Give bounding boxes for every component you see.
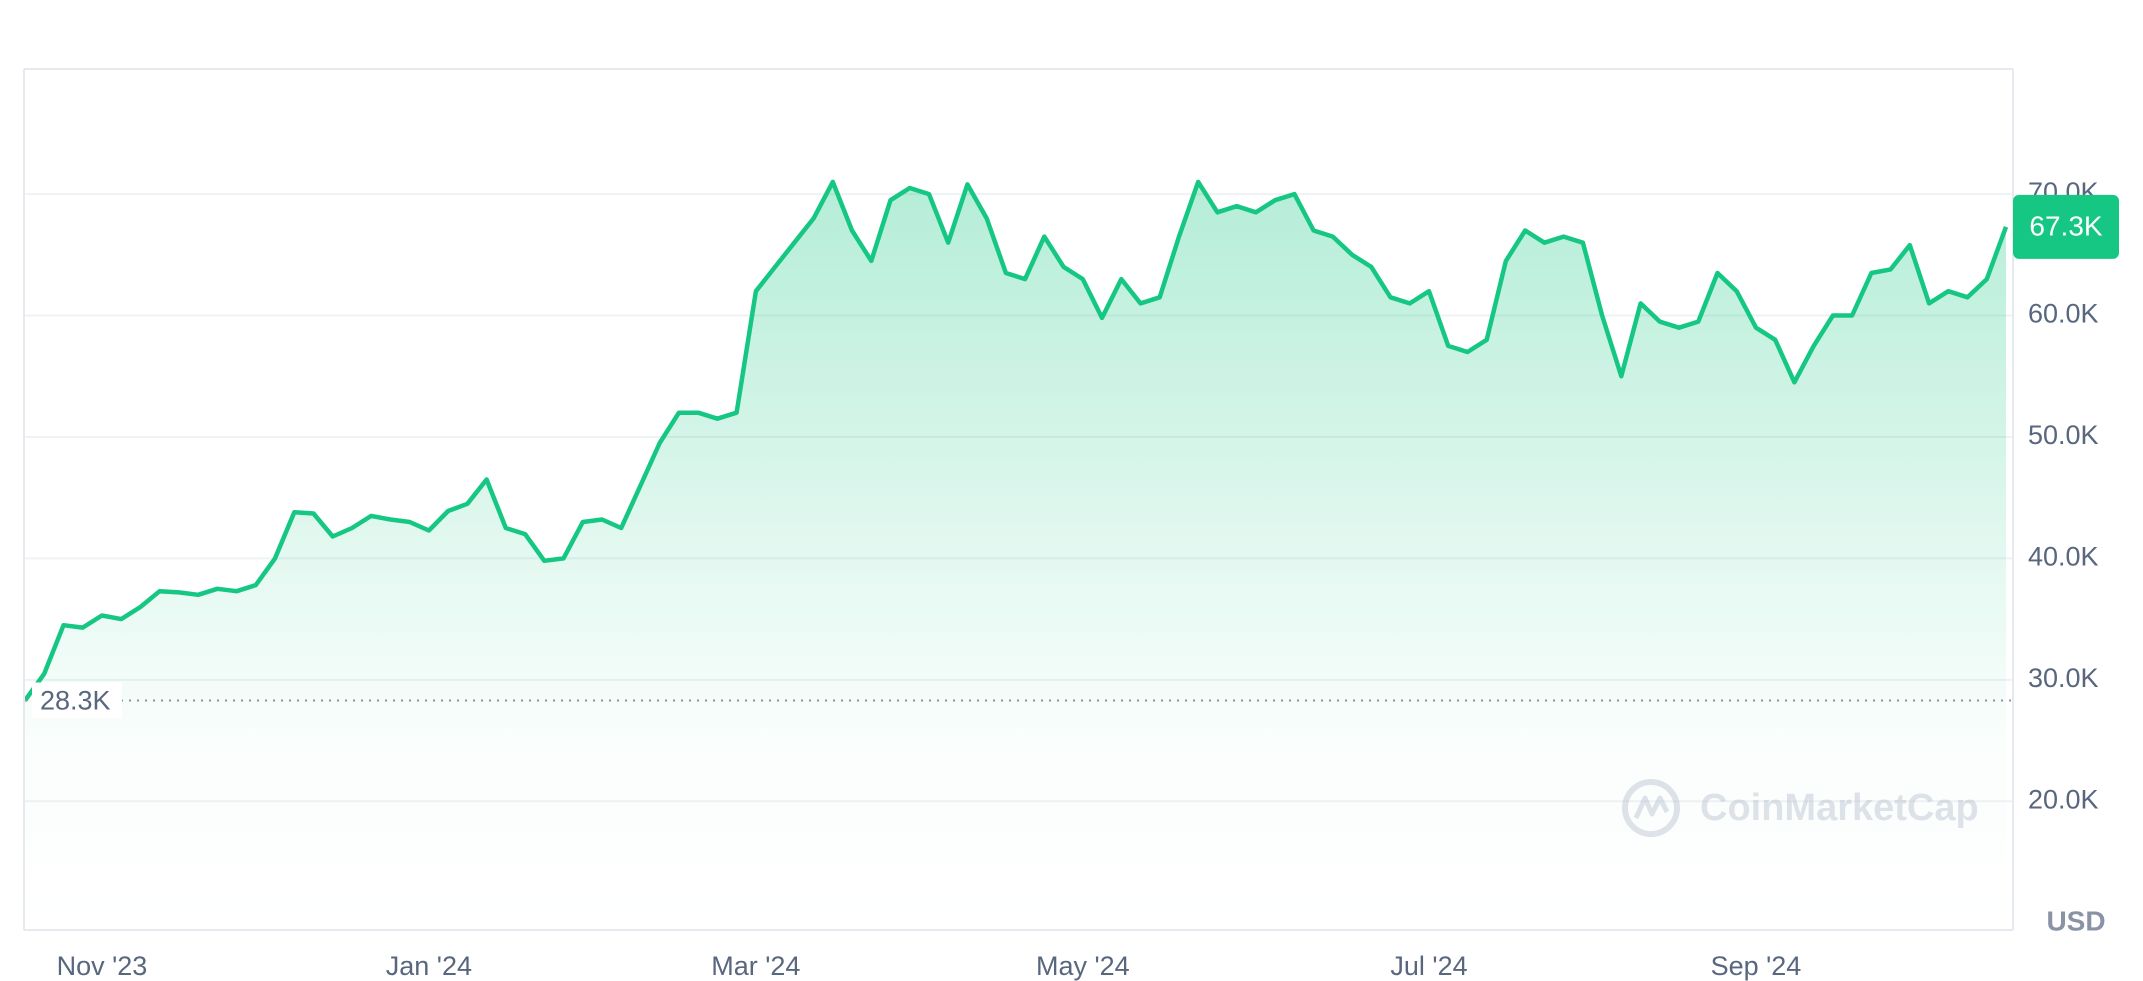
y-tick-label: 40.0K [2028,542,2099,572]
start-price-label: 28.3K [40,686,111,716]
current-price-badge [2013,194,2119,259]
x-tick-label: Sep '24 [1711,951,1802,981]
watermark-text: CoinMarketCap [1700,787,1979,829]
frame [23,68,2014,931]
y-tick-label: 50.0K [2028,420,2099,450]
current-price-label: 67.3K [2029,210,2102,241]
x-tick-label: Jul '24 [1390,951,1467,981]
y-tick-label: 30.0K [2028,663,2099,693]
x-tick-label: Jan '24 [386,951,472,981]
x-tick-label: May '24 [1036,951,1130,981]
y-tick-label: 60.0K [2028,299,2099,329]
y-tick-label: 20.0K [2028,784,2099,814]
x-tick-label: Nov '23 [57,951,148,981]
plot [23,179,2013,930]
start-price-bg [32,682,122,719]
watermark-logo [1622,779,1680,837]
y-axis-label: USD [2046,905,2105,936]
area-fill [25,181,2006,930]
price-line [23,179,2009,702]
watermark: CoinMarketCap [1622,779,1979,837]
x-tick-label: Mar '24 [711,951,800,981]
watermark-logo-mark [1633,795,1670,820]
